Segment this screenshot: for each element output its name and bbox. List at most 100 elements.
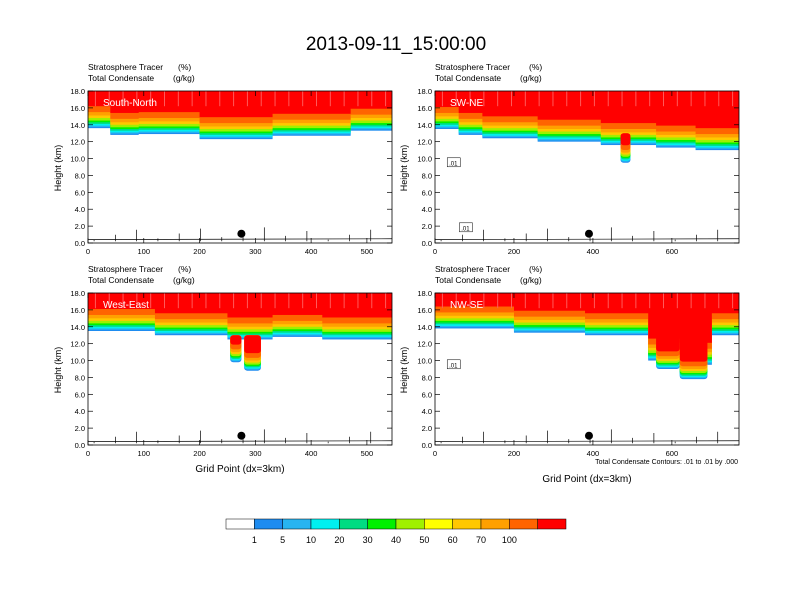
x-tick-label: 400: [587, 449, 600, 458]
panel-west-east: Stratosphere Tracer (%) Total Condensate…: [53, 264, 393, 475]
panel-header-condensate-label: Total Condensate: [88, 73, 154, 83]
colorbar-swatch: [254, 518, 283, 530]
y-tick-label: 12.0: [70, 340, 85, 349]
tracer-band: [435, 293, 515, 307]
location-marker: [237, 431, 246, 440]
y-tick-label: 10.0: [70, 357, 85, 366]
y-tick-label: 6.0: [75, 188, 85, 197]
y-tick-label: 14.0: [70, 121, 85, 130]
panel-header-condensate-label: Total Condensate: [435, 73, 501, 83]
tracer-streak: [371, 293, 373, 309]
y-tick-label: 2.0: [422, 424, 432, 433]
tracer-streak: [552, 293, 554, 309]
panel-header-condensate-unit: (g/kg): [173, 73, 195, 83]
tracer-streak: [191, 293, 193, 309]
tracer-streak: [191, 91, 193, 107]
tracer-band: [537, 91, 602, 120]
tracer-band: [138, 91, 201, 113]
tracer-streak: [122, 91, 124, 107]
y-tick-label: 18.0: [70, 289, 85, 298]
tracer-band: [648, 293, 681, 339]
y-tick-label: 0.0: [75, 239, 85, 248]
y-tick-label: 8.0: [422, 373, 432, 382]
x-tick-label: 500: [361, 449, 374, 458]
tracer-streak: [538, 91, 540, 107]
tracer-band: [458, 91, 483, 113]
y-tick-label: 4.0: [75, 205, 85, 214]
tracer-streak: [621, 91, 623, 107]
panel-south-north: Stratosphere Tracer (%) Total Condensate…: [53, 62, 393, 256]
y-tick-label: 14.0: [417, 121, 432, 130]
colorbar-label: 60: [448, 535, 458, 545]
panel-header-condensate-label: Total Condensate: [88, 275, 154, 285]
tracer-streak: [663, 293, 664, 309]
y-axis-label: Height (km): [399, 145, 409, 192]
y-tick-label: 0.0: [75, 441, 85, 450]
tracer-field: .01 .01: [435, 91, 739, 243]
panel-label: South-North: [103, 98, 157, 109]
tracer-streak: [136, 91, 138, 107]
x-tick-label: 400: [587, 247, 600, 256]
tracer-streak: [524, 91, 526, 107]
tracer-streak: [302, 293, 304, 309]
tracer-streak: [441, 293, 443, 309]
tracer-band: [482, 91, 539, 117]
tracer-streak: [469, 91, 471, 107]
y-axis-label: Height (km): [53, 145, 63, 192]
tracer-streak: [233, 91, 235, 107]
tracer-streak: [233, 293, 235, 309]
x-tick-label: 200: [193, 449, 206, 458]
tracer-streak: [593, 91, 595, 107]
tracer-streak: [205, 293, 207, 309]
x-axis-label: Grid Point (dx=3km): [195, 464, 284, 475]
contour-note: Total Condensate Contours: .01 to .01 by…: [595, 459, 738, 466]
panel-header-condensate-unit: (g/kg): [173, 275, 195, 285]
plot-frame: [87, 90, 393, 244]
panel-nw-se: Stratosphere Tracer (%) Total Condensate…: [399, 264, 740, 485]
tracer-band: [199, 91, 273, 118]
tracer-streak: [718, 91, 720, 107]
tracer-band: [154, 293, 228, 314]
contour-label-box: [446, 157, 461, 168]
colorbar-label: 20: [334, 535, 344, 545]
y-tick-label: 12.0: [70, 138, 85, 147]
x-tick-label: 600: [666, 247, 679, 256]
x-tick-label: 600: [666, 449, 679, 458]
panel-label: NW-SE: [450, 300, 483, 311]
x-tick-label: 200: [193, 247, 206, 256]
y-tick-label: 2.0: [422, 222, 432, 231]
tracer-streak: [136, 293, 138, 309]
contour-label-box: [446, 359, 461, 370]
tracer-streak: [164, 293, 165, 309]
tracer-streak: [108, 293, 110, 309]
y-tick-label: 16.0: [417, 306, 432, 315]
x-tick-label: 300: [249, 247, 262, 256]
y-tick-label: 16.0: [70, 306, 85, 315]
tracer-streak: [246, 91, 248, 107]
tracer-streak: [150, 91, 152, 107]
tracer-streak: [219, 293, 221, 309]
x-tick-label: 400: [305, 449, 318, 458]
x-tick-label: 0: [86, 449, 90, 458]
colorbar-swatch: [225, 518, 255, 530]
tracer-drip: [656, 335, 680, 352]
tracer-streak: [511, 293, 512, 309]
x-axis-label: Grid Point (dx=3km): [542, 474, 631, 485]
tracer-streak: [469, 293, 471, 309]
tracer-field: [88, 91, 392, 243]
y-tick-label: 16.0: [417, 104, 432, 113]
colorbar-swatch: [367, 518, 397, 530]
tracer-streak: [385, 91, 387, 107]
x-tick-label: 400: [305, 247, 318, 256]
y-tick-label: 10.0: [70, 155, 85, 164]
contour-label-box: [459, 222, 473, 233]
location-marker: [584, 229, 593, 238]
colorbar-swatch: [452, 518, 482, 530]
y-tick-label: 4.0: [75, 407, 85, 416]
y-tick-label: 10.0: [417, 357, 432, 366]
tracer-field: [88, 293, 392, 445]
colorbar-label: 70: [476, 535, 486, 545]
tracer-streak: [732, 91, 734, 107]
colorbar-label: 100: [502, 535, 517, 545]
tracer-streak: [274, 91, 276, 107]
